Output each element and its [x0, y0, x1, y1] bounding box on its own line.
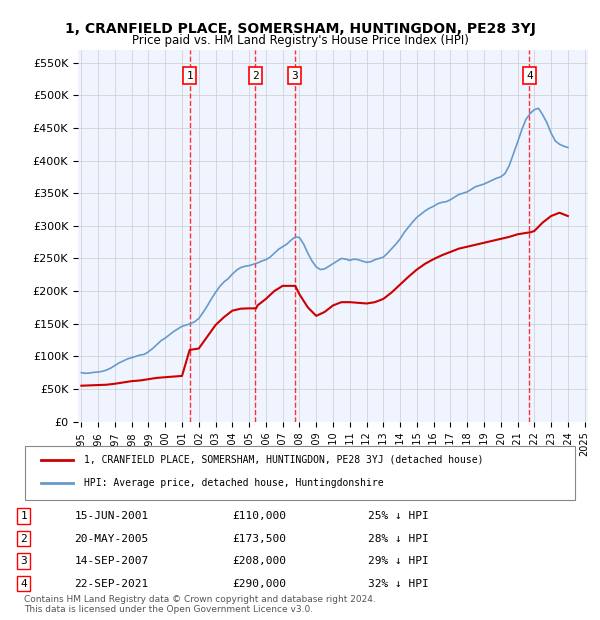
Text: 15-JUN-2001: 15-JUN-2001	[74, 511, 149, 521]
Text: 29% ↓ HPI: 29% ↓ HPI	[368, 556, 428, 566]
Text: £290,000: £290,000	[232, 578, 286, 588]
Text: Contains HM Land Registry data © Crown copyright and database right 2024.: Contains HM Land Registry data © Crown c…	[24, 595, 376, 604]
Text: 4: 4	[526, 71, 533, 81]
Text: 1, CRANFIELD PLACE, SOMERSHAM, HUNTINGDON, PE28 3YJ: 1, CRANFIELD PLACE, SOMERSHAM, HUNTINGDO…	[65, 22, 535, 36]
Text: 3: 3	[20, 556, 27, 566]
Text: This data is licensed under the Open Government Licence v3.0.: This data is licensed under the Open Gov…	[24, 604, 313, 614]
Text: Price paid vs. HM Land Registry's House Price Index (HPI): Price paid vs. HM Land Registry's House …	[131, 34, 469, 47]
Text: 2: 2	[20, 534, 27, 544]
Text: 1: 1	[187, 71, 193, 81]
Text: 4: 4	[20, 578, 27, 588]
Text: 2: 2	[252, 71, 259, 81]
Text: 25% ↓ HPI: 25% ↓ HPI	[368, 511, 428, 521]
Text: 1: 1	[20, 511, 27, 521]
Text: 32% ↓ HPI: 32% ↓ HPI	[368, 578, 428, 588]
Text: HPI: Average price, detached house, Huntingdonshire: HPI: Average price, detached house, Hunt…	[84, 478, 383, 489]
Text: £110,000: £110,000	[232, 511, 286, 521]
FancyBboxPatch shape	[25, 446, 575, 500]
Text: 3: 3	[291, 71, 298, 81]
Text: £173,500: £173,500	[232, 534, 286, 544]
Text: 1, CRANFIELD PLACE, SOMERSHAM, HUNTINGDON, PE28 3YJ (detached house): 1, CRANFIELD PLACE, SOMERSHAM, HUNTINGDO…	[84, 454, 484, 464]
Text: £208,000: £208,000	[232, 556, 286, 566]
Text: 14-SEP-2007: 14-SEP-2007	[74, 556, 149, 566]
Text: 28% ↓ HPI: 28% ↓ HPI	[368, 534, 428, 544]
Text: 20-MAY-2005: 20-MAY-2005	[74, 534, 149, 544]
Text: 22-SEP-2021: 22-SEP-2021	[74, 578, 149, 588]
